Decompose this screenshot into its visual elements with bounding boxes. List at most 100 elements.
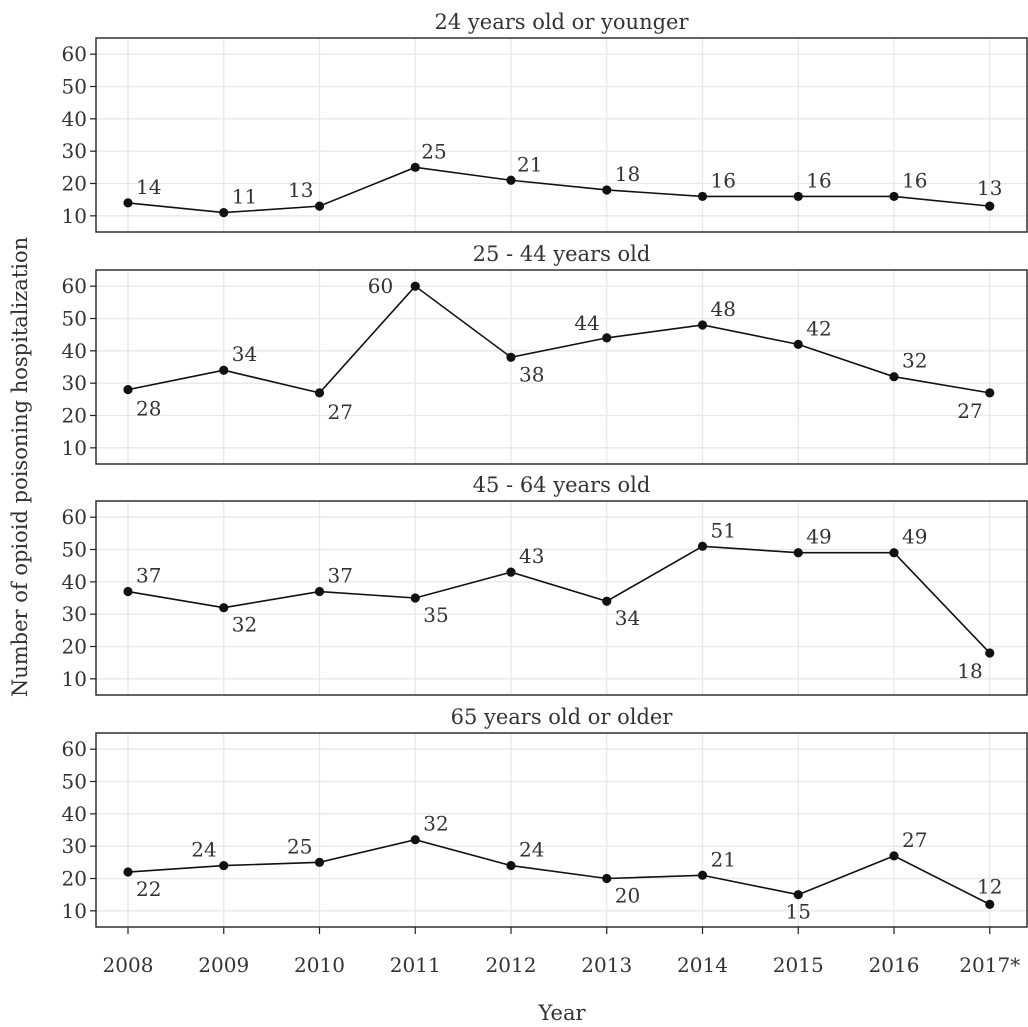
data-label: 16 (711, 168, 736, 192)
panel-frame (95, 732, 1028, 928)
x-tick-label: 2013 (581, 953, 632, 977)
y-tick-label: 40 (62, 339, 87, 363)
data-label: 24 (519, 838, 544, 862)
data-label: 42 (806, 316, 831, 340)
panel-2: 25 - 44 years old 10 20 30 40 50 60 28 34 27 60 38 4… (62, 242, 1028, 465)
data-point (410, 593, 420, 603)
data-label: 51 (711, 518, 736, 542)
data-point (889, 372, 899, 382)
data-point (506, 352, 516, 362)
data-point (506, 860, 516, 871)
panel-title: 65 years old or older (451, 705, 674, 729)
data-label: 24 (191, 838, 216, 862)
data-point (793, 890, 803, 900)
data-point (506, 175, 516, 185)
data-point (314, 586, 325, 597)
data-point (602, 596, 612, 606)
data-point (889, 548, 899, 558)
data-label: 16 (902, 168, 927, 192)
data-point (219, 365, 229, 375)
x-tick-label: 2008 (103, 953, 154, 977)
data-point (985, 648, 995, 658)
panel-title: 25 - 44 years old (473, 242, 651, 266)
y-tick-label: 40 (62, 570, 87, 594)
data-point (314, 857, 325, 867)
panel-title: 45 - 64 years old (473, 473, 651, 497)
data-point (219, 208, 229, 218)
y-tick-label: 50 (62, 307, 87, 331)
y-tick-label: 40 (62, 107, 87, 131)
data-label: 27 (957, 399, 982, 423)
data-label: 21 (711, 847, 736, 871)
data-label: 44 (574, 311, 599, 335)
data-point (793, 339, 803, 349)
x-tick-label: 2012 (486, 953, 537, 977)
panel-title: 24 years old or younger (435, 10, 690, 34)
data-label: 15 (786, 900, 811, 924)
data-label: 18 (957, 659, 982, 683)
data-point (697, 870, 708, 880)
series-line (127, 166, 990, 214)
data-label: 25 (421, 139, 446, 163)
data-label: 11 (232, 185, 257, 209)
y-tick-label: 20 (62, 404, 87, 428)
data-label: 34 (615, 606, 640, 630)
data-label: 14 (136, 175, 161, 199)
data-label: 32 (423, 812, 448, 836)
data-point (985, 388, 995, 398)
data-label: 13 (288, 178, 313, 202)
y-tick-label: 20 (62, 867, 87, 891)
data-label: 13 (977, 176, 1002, 200)
x-tick-label: 2017* (959, 953, 1020, 977)
data-point (410, 162, 420, 172)
y-tick-label: 20 (62, 635, 87, 659)
y-tick-label: 60 (62, 274, 87, 298)
data-point (889, 191, 899, 202)
x-tick-label: 2016 (869, 953, 920, 977)
data-point (602, 185, 612, 195)
data-point (314, 201, 325, 211)
y-tick-label: 30 (62, 371, 87, 395)
x-tick-label: 2009 (198, 953, 249, 977)
y-tick-label: 60 (62, 42, 87, 66)
data-point (793, 191, 803, 202)
data-label: 32 (232, 613, 257, 637)
y-tick-label: 60 (62, 737, 87, 761)
data-point (697, 191, 708, 202)
data-label: 28 (136, 397, 161, 421)
data-label: 25 (287, 834, 312, 858)
panel-3: 45 - 64 years old 10 20 30 40 50 60 37 32 37 35 43 3… (62, 473, 1028, 696)
y-tick-label: 30 (62, 139, 87, 163)
y-tick-label: 50 (62, 538, 87, 562)
data-point (123, 385, 133, 395)
data-label: 27 (328, 400, 353, 424)
data-label: 49 (902, 525, 927, 549)
data-point (123, 198, 133, 208)
data-point (219, 603, 229, 613)
data-point (602, 333, 612, 343)
series-line (127, 285, 990, 394)
y-tick-label: 40 (62, 802, 87, 826)
data-label: 27 (902, 828, 927, 852)
data-point (602, 873, 612, 884)
data-point (697, 320, 708, 330)
data-point (219, 860, 229, 871)
data-label: 21 (517, 152, 542, 176)
data-label: 37 (328, 564, 353, 588)
data-point (314, 388, 325, 398)
data-point (985, 899, 995, 909)
panel-frame (95, 37, 1028, 233)
data-label: 32 (902, 349, 927, 373)
data-label: 34 (232, 342, 257, 366)
y-tick-label: 10 (62, 204, 87, 228)
data-label: 48 (711, 297, 736, 321)
y-axis-title: Number of opioid poisoning hospitalizati… (8, 237, 32, 697)
panel-frame (95, 269, 1028, 465)
data-point (123, 586, 133, 597)
data-label: 38 (519, 362, 544, 386)
panels: 24 years old or younger 10 20 30 40 50 60 14 11 1… (62, 10, 1028, 928)
x-tick-label: 2014 (677, 953, 728, 977)
y-tick-label: 30 (62, 602, 87, 626)
data-label: 18 (615, 162, 640, 186)
